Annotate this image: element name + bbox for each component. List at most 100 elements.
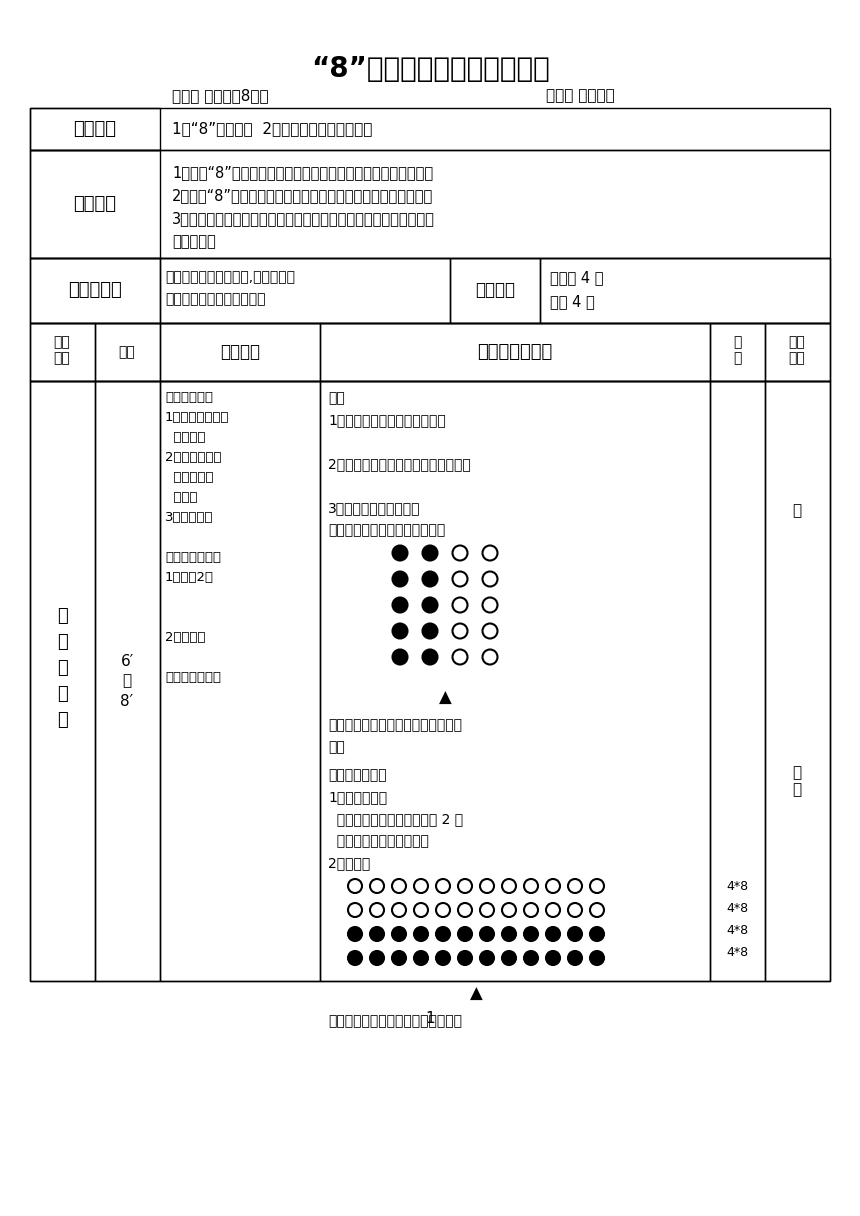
Circle shape	[590, 927, 604, 941]
Bar	[30, 381, 95, 981]
Bar	[30, 381, 830, 981]
Text: 4*8: 4*8	[726, 923, 748, 936]
Text: 趣: 趣	[57, 634, 67, 651]
Bar	[30, 323, 95, 381]
Circle shape	[546, 951, 560, 966]
Text: 3、通过游戏活动，培养学生团结协作、积极进取的精神，并体验成: 3、通过游戏活动，培养学生团结协作、积极进取的精神，并体验成	[172, 212, 435, 226]
Circle shape	[480, 951, 494, 966]
Text: 3、安全教育: 3、安全教育	[165, 511, 213, 524]
Text: 调，两同学间的衔接连贯。: 调，两同学间的衔接连贯。	[165, 292, 266, 306]
Bar	[95, 381, 160, 981]
Text: 活动内容: 活动内容	[220, 343, 260, 361]
Circle shape	[392, 597, 408, 613]
Bar	[160, 323, 320, 381]
Text: 1、慢跑2圈: 1、慢跑2圈	[165, 572, 214, 584]
Circle shape	[458, 927, 472, 941]
Text: 组织教法与要求: 组织教法与要求	[477, 343, 553, 361]
Text: 1: 1	[425, 1010, 435, 1026]
Circle shape	[370, 951, 384, 966]
Bar	[30, 150, 160, 258]
Circle shape	[422, 546, 438, 561]
Text: 身: 身	[57, 711, 67, 730]
Text: 回原地成体操队形散开。: 回原地成体操队形散开。	[328, 834, 429, 848]
Text: 班级： 四年级（8）班: 班级： 四年级（8）班	[172, 88, 268, 103]
Bar	[765, 323, 830, 381]
Text: 学生成一路纵队绕场地慢跑 2 圈: 学生成一路纵队绕场地慢跑 2 圈	[328, 812, 464, 826]
Text: 活动身体各关节: 活动身体各关节	[165, 671, 221, 683]
Text: 2、掌握“8”字跳长绳的动作技能，能够用绳子发展自己的体能。: 2、掌握“8”字跳长绳的动作技能，能够用绳子发展自己的体能。	[172, 188, 433, 203]
Circle shape	[546, 927, 560, 941]
Bar	[765, 381, 830, 981]
Text: 1、“8”字跳长绳  2、游戏：跳绳换物接力赛: 1、“8”字跳长绳 2、游戏：跳绳换物接力赛	[172, 122, 372, 136]
Circle shape	[568, 927, 582, 941]
Circle shape	[392, 624, 408, 638]
Text: 2、宣布本节课: 2、宣布本节课	[165, 451, 222, 465]
Circle shape	[422, 624, 438, 638]
Text: 教学重难灰: 教学重难灰	[68, 281, 122, 299]
Text: 1、教师集合整队，师生问好。: 1、教师集合整队，师生问好。	[328, 413, 445, 427]
Bar	[320, 323, 710, 381]
Circle shape	[436, 951, 450, 966]
Text: ▲: ▲	[439, 689, 452, 706]
Circle shape	[414, 927, 428, 941]
Text: 二、热身活动：: 二、热身活动：	[165, 551, 221, 564]
Text: 课时目标: 课时目标	[73, 195, 116, 213]
Text: 与: 与	[57, 659, 67, 677]
Text: 及要求: 及要求	[165, 491, 198, 503]
Text: 4*8: 4*8	[726, 901, 748, 914]
Circle shape	[524, 927, 538, 941]
Bar	[540, 258, 830, 323]
Bar	[710, 323, 765, 381]
Circle shape	[502, 927, 516, 941]
Text: 4*8: 4*8	[726, 879, 748, 893]
Text: 标志物 4 个: 标志物 4 个	[550, 270, 604, 285]
Text: ▲: ▲	[470, 985, 482, 1003]
Text: 8′: 8′	[120, 693, 133, 709]
Bar	[30, 108, 160, 150]
Text: 时间: 时间	[119, 345, 135, 359]
Circle shape	[414, 951, 428, 966]
Bar	[30, 258, 830, 323]
Circle shape	[422, 572, 438, 586]
Text: 入绳及出绳时间的把握,动作迅速协: 入绳及出绳时间的把握,动作迅速协	[165, 270, 295, 285]
Text: 要求：集合迅速、站姿端正、精神饱: 要求：集合迅速、站姿端正、精神饱	[328, 717, 462, 732]
Bar	[30, 150, 830, 258]
Text: 场地器材: 场地器材	[475, 281, 515, 299]
Circle shape	[392, 649, 408, 664]
Text: 2、韵律操: 2、韵律操	[165, 631, 206, 644]
Text: 1、知道“8”字跳长绳的动作方法和要领，懂得跳绳的锄炼方法。: 1、知道“8”字跳长绳的动作方法和要领，懂得跳绳的锄炼方法。	[172, 165, 433, 180]
Text: 课的
顺序: 课的 顺序	[53, 334, 71, 365]
Text: 运动
负荷: 运动 负荷	[789, 334, 805, 365]
Circle shape	[524, 951, 538, 966]
Bar	[160, 258, 450, 323]
Text: “8”字跳长绳与游戏（教案）: “8”字跳长绳与游戏（教案）	[310, 55, 550, 83]
Text: 满。: 满。	[328, 741, 345, 754]
Text: 功的乐趣。: 功的乐趣。	[172, 233, 216, 249]
Text: 二、热身活动：: 二、热身活动：	[328, 769, 387, 782]
Circle shape	[458, 951, 472, 966]
Text: 2、韵律操: 2、韵律操	[328, 856, 371, 869]
Text: 一、教学常规: 一、教学常规	[165, 392, 213, 404]
Circle shape	[590, 951, 604, 966]
Text: ～: ～	[122, 674, 132, 688]
Circle shape	[502, 951, 516, 966]
Text: 生问好。: 生问好。	[165, 430, 206, 444]
Text: 一、: 一、	[328, 392, 345, 405]
Text: 要求：动作正确、舒展，姿态优美。: 要求：动作正确、舒展，姿态优美。	[328, 1014, 462, 1028]
Bar	[30, 108, 830, 150]
Bar	[450, 258, 540, 323]
Circle shape	[348, 951, 362, 966]
Circle shape	[568, 951, 582, 966]
Bar	[710, 381, 765, 981]
Text: 的教学内容: 的教学内容	[165, 471, 213, 484]
Text: 课次： 第一次课: 课次： 第一次课	[545, 88, 614, 103]
Text: 4*8: 4*8	[726, 946, 748, 958]
Circle shape	[436, 927, 450, 941]
Text: 6′: 6′	[120, 653, 133, 669]
Bar	[30, 323, 830, 381]
Circle shape	[392, 951, 406, 966]
Text: 弱: 弱	[792, 503, 802, 518]
Bar	[320, 381, 710, 981]
Circle shape	[370, 927, 384, 941]
Text: 教学内容: 教学内容	[73, 120, 116, 137]
